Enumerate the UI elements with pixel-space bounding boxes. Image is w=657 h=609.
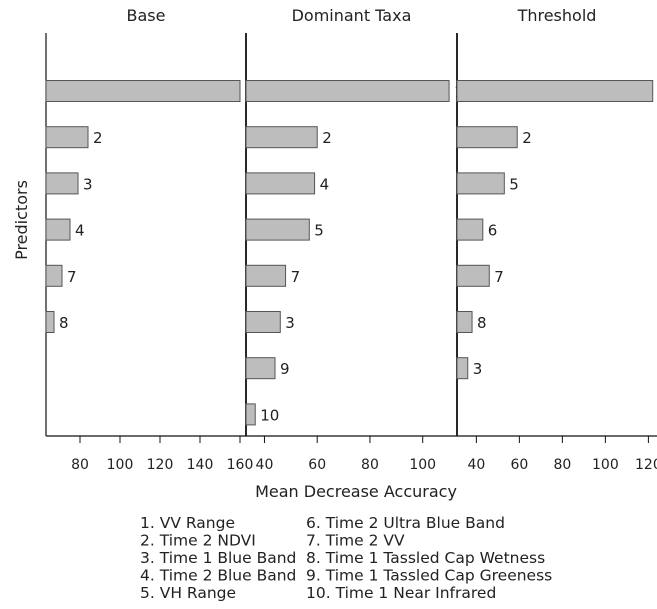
bar-label: 7 [494,268,504,286]
bar [456,218,484,241]
bar [245,218,310,241]
panel-2: Dominant Taxa124573910406080100 [245,6,464,473]
panel-title: Base [127,6,166,25]
bar [456,264,490,287]
bar-label: 9 [280,360,290,378]
legend-item: 8. Time 1 Tassled Cap Wetness [306,549,545,567]
panel-3: Threshold1256783406080100120 [456,6,657,473]
legend-item: 6. Time 2 Ultra Blue Band [306,514,505,532]
x-axis-label: Mean Decrease Accuracy [255,482,457,501]
bar-label: 3 [285,314,295,332]
bar-label: 7 [291,268,301,286]
bar [45,80,241,102]
bar-label: 10 [260,406,279,424]
x-tick-label: 140 [187,457,214,473]
bar-label: 2 [322,129,332,147]
bar [45,311,55,333]
bar-label: 8 [477,314,487,332]
bar-label: 4 [75,222,85,240]
bar [45,264,63,287]
panel-title: Dominant Taxa [292,6,412,25]
bar-label: 7 [67,268,77,286]
legend-item: 3. Time 1 Blue Band [140,549,296,567]
legend-item: 9. Time 1 Tassled Cap Greeness [306,567,552,585]
x-tick-label: 100 [409,457,436,473]
x-tick-label: 120 [147,457,174,473]
x-tick-label: 80 [553,457,571,473]
legend-item: 1. VV Range [140,514,235,532]
legend-item: 4. Time 2 Blue Band [140,567,296,585]
bar [45,126,89,149]
x-tick-label: 40 [256,457,274,473]
x-tick-label: 100 [592,457,619,473]
x-tick-label: 120 [635,457,657,473]
bar [245,126,318,149]
bar [456,311,473,333]
bar [456,80,654,102]
bar-label: 3 [83,175,93,193]
panel-title: Threshold [517,6,597,25]
panel-1: Base12347880100120140160 [45,6,255,473]
x-tick-label: 160 [227,457,254,473]
legend-item: 7. Time 2 VV [306,532,405,550]
x-tick-label: 60 [308,457,326,473]
bar-label: 5 [509,175,519,193]
bar [45,172,79,195]
bar-label: 5 [314,222,324,240]
bar [245,80,450,102]
y-axis-label: Predictors [12,180,31,260]
x-tick-label: 60 [510,457,528,473]
bar-label: 4 [320,175,330,193]
x-tick-label: 100 [107,457,134,473]
bar [245,403,256,426]
x-tick-label: 40 [467,457,485,473]
bar-label: 8 [59,314,69,332]
bar [456,172,505,195]
bar [245,357,276,380]
x-tick-label: 80 [361,457,379,473]
legend-item: 5. VH Range [140,584,236,602]
bar [45,218,71,241]
bar [245,172,316,195]
bar-label: 3 [473,360,483,378]
bar [456,357,469,380]
x-tick-label: 80 [71,457,89,473]
bar-label: 2 [522,129,532,147]
bar [245,264,287,287]
bar [245,311,281,333]
bar-label: 6 [488,222,498,240]
legend-item: 10. Time 1 Near Infrared [306,584,496,602]
chart-panels: Base12347880100120140160Dominant Taxa124… [45,6,657,473]
bar-label: 2 [93,129,103,147]
bar [456,126,518,149]
legend-item: 2. Time 2 NDVI [140,532,256,550]
